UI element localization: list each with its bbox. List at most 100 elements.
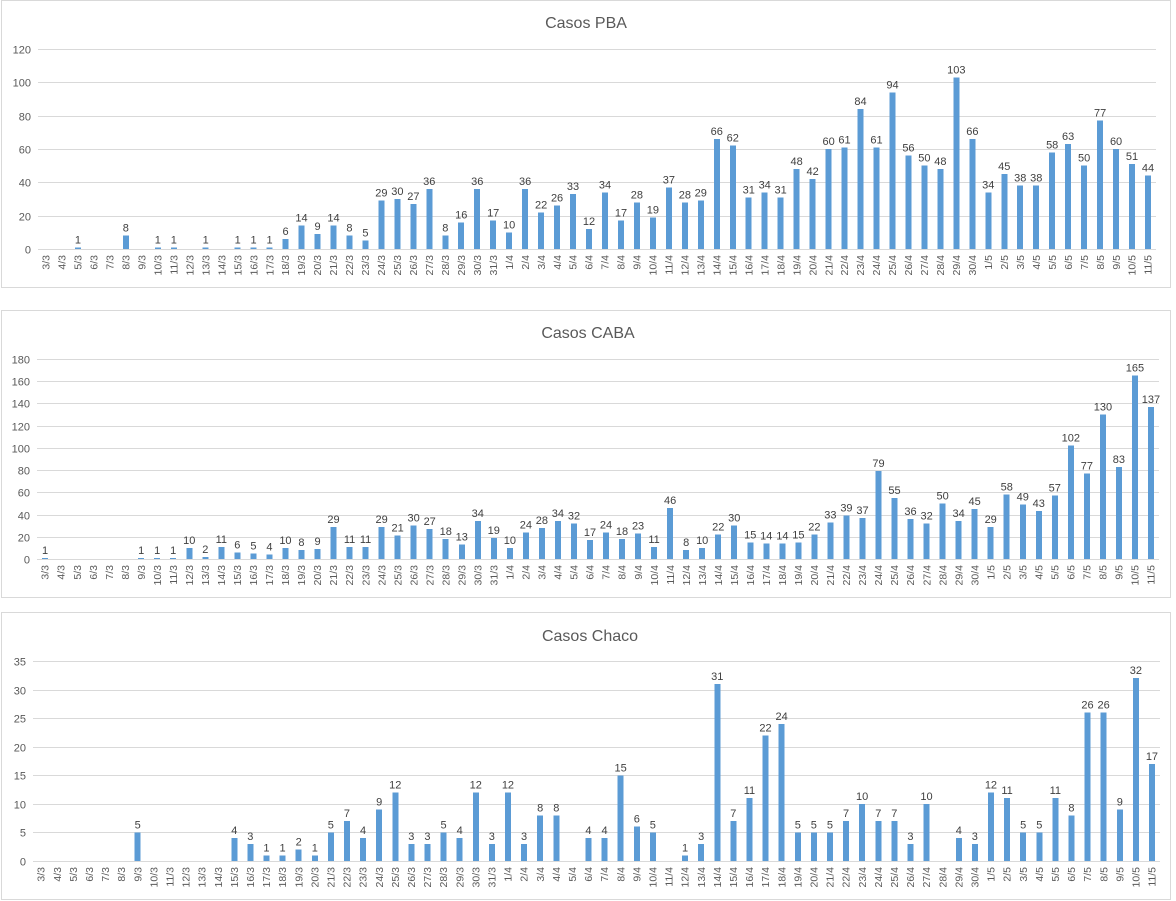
x-tick-label: 8/5 [1095, 255, 1107, 270]
x-tick-label: 28/4 [937, 565, 949, 586]
bar [1147, 406, 1154, 559]
bar [859, 517, 866, 559]
x-tick-label: 6/4 [583, 867, 595, 882]
bar [713, 139, 720, 249]
bar [1003, 494, 1010, 559]
data-label: 24 [520, 519, 532, 531]
bar [667, 507, 674, 559]
x-tick-label: 5/4 [569, 565, 581, 580]
bar [651, 546, 658, 559]
chart-casos-caba: Casos CABA 0 20 40 60 80 100 120 140 160 180 1 1 1 1 1… [1, 310, 1171, 598]
bar [682, 855, 689, 861]
data-label: 10 [183, 535, 195, 547]
data-label: 62 [727, 133, 739, 145]
data-label: 5 [795, 819, 801, 831]
bar [826, 832, 833, 861]
x-tick-label: 2/5 [1001, 565, 1013, 580]
x-tick-label: 9/3 [136, 255, 148, 270]
data-label: 3 [424, 831, 430, 843]
bar [1145, 175, 1152, 249]
bar [330, 526, 337, 559]
data-label: 9 [314, 536, 320, 548]
y-axis: 0 5 10 15 20 25 30 35 [14, 657, 26, 869]
x-tick-label: 21/4 [823, 255, 835, 276]
data-label: 34 [982, 179, 994, 191]
data-label: 44 [1142, 163, 1154, 175]
data-label: 21 [392, 523, 404, 535]
data-label: 4 [266, 542, 272, 554]
x-tick-label: 7/3 [104, 565, 116, 580]
x-tick-label: 24/4 [871, 255, 883, 276]
x-tick-label: 8/4 [616, 255, 628, 270]
x-tick-label: 19/4 [792, 867, 804, 888]
x-tick-label: 1/4 [504, 255, 516, 270]
x-tick-label: 4/4 [553, 565, 565, 580]
bar [825, 149, 832, 249]
bar [617, 220, 624, 249]
data-label: 7 [891, 808, 897, 820]
x-tick-label: 3/3 [41, 255, 53, 270]
x-tick-label: 2/5 [1002, 867, 1014, 882]
data-label: 15 [792, 529, 804, 541]
bar [971, 509, 978, 559]
x-tick-label: 5/3 [68, 867, 80, 882]
bar [617, 775, 624, 861]
x-tick-label: 17/3 [264, 565, 276, 586]
x-tick-label: 20/3 [312, 255, 324, 276]
x-tick-label: 5/5 [1047, 255, 1059, 270]
data-label: 63 [1062, 131, 1074, 143]
x-tick-label: 9/4 [631, 867, 643, 882]
x-tick-label: 3/5 [1017, 565, 1029, 580]
data-label: 31 [743, 184, 755, 196]
data-label: 29 [985, 514, 997, 526]
data-label: 37 [663, 174, 675, 186]
bar [343, 821, 350, 861]
bar [1001, 174, 1008, 249]
x-tick-label: 13/3 [200, 565, 212, 586]
data-label: 5 [811, 819, 817, 831]
x-tick-label: 10/5 [1131, 867, 1143, 888]
x-tick-label: 12/3 [181, 867, 193, 888]
x-tick-label: 30/4 [969, 565, 981, 586]
data-label: 94 [886, 79, 898, 91]
x-tick-label: 30/3 [472, 255, 484, 276]
bar [410, 204, 417, 249]
bar [538, 527, 545, 559]
data-label: 4 [601, 825, 607, 837]
data-label: 1 [138, 545, 144, 557]
bar [649, 217, 656, 249]
data-label: 165 [1126, 363, 1144, 375]
data-label: 11 [1001, 785, 1012, 797]
bar [138, 557, 145, 559]
data-label: 28 [536, 515, 548, 527]
bar [408, 843, 415, 861]
data-label: 5 [135, 819, 141, 831]
bar [186, 547, 193, 559]
x-tick-label: 28/4 [935, 255, 947, 276]
x-tick-label: 6/3 [89, 255, 101, 270]
x-tick-label: 10/4 [648, 255, 660, 276]
bar [1083, 473, 1090, 559]
bar [697, 200, 704, 249]
bar [522, 532, 529, 559]
bar [777, 197, 784, 249]
x-tick-label: 26/4 [905, 565, 917, 586]
x-tick-label: 6/5 [1063, 255, 1075, 270]
data-label: 36 [904, 506, 916, 518]
x-tick-label: 28/3 [440, 565, 452, 586]
y-tick-label: 180 [12, 355, 30, 367]
x-tick-label: 7/5 [1082, 867, 1094, 882]
y-tick-label: 160 [12, 377, 30, 389]
bar [298, 225, 305, 249]
data-label: 8 [442, 223, 448, 235]
bar [234, 247, 241, 249]
x-tick-label: 30/3 [472, 565, 484, 586]
chart-title: Casos CABA [541, 325, 635, 342]
data-label: 23 [632, 520, 644, 532]
bar [474, 521, 481, 559]
bar [923, 803, 930, 861]
data-label: 4 [231, 825, 237, 837]
data-label: 3 [972, 831, 978, 843]
x-tick-label: 23/3 [358, 867, 370, 888]
